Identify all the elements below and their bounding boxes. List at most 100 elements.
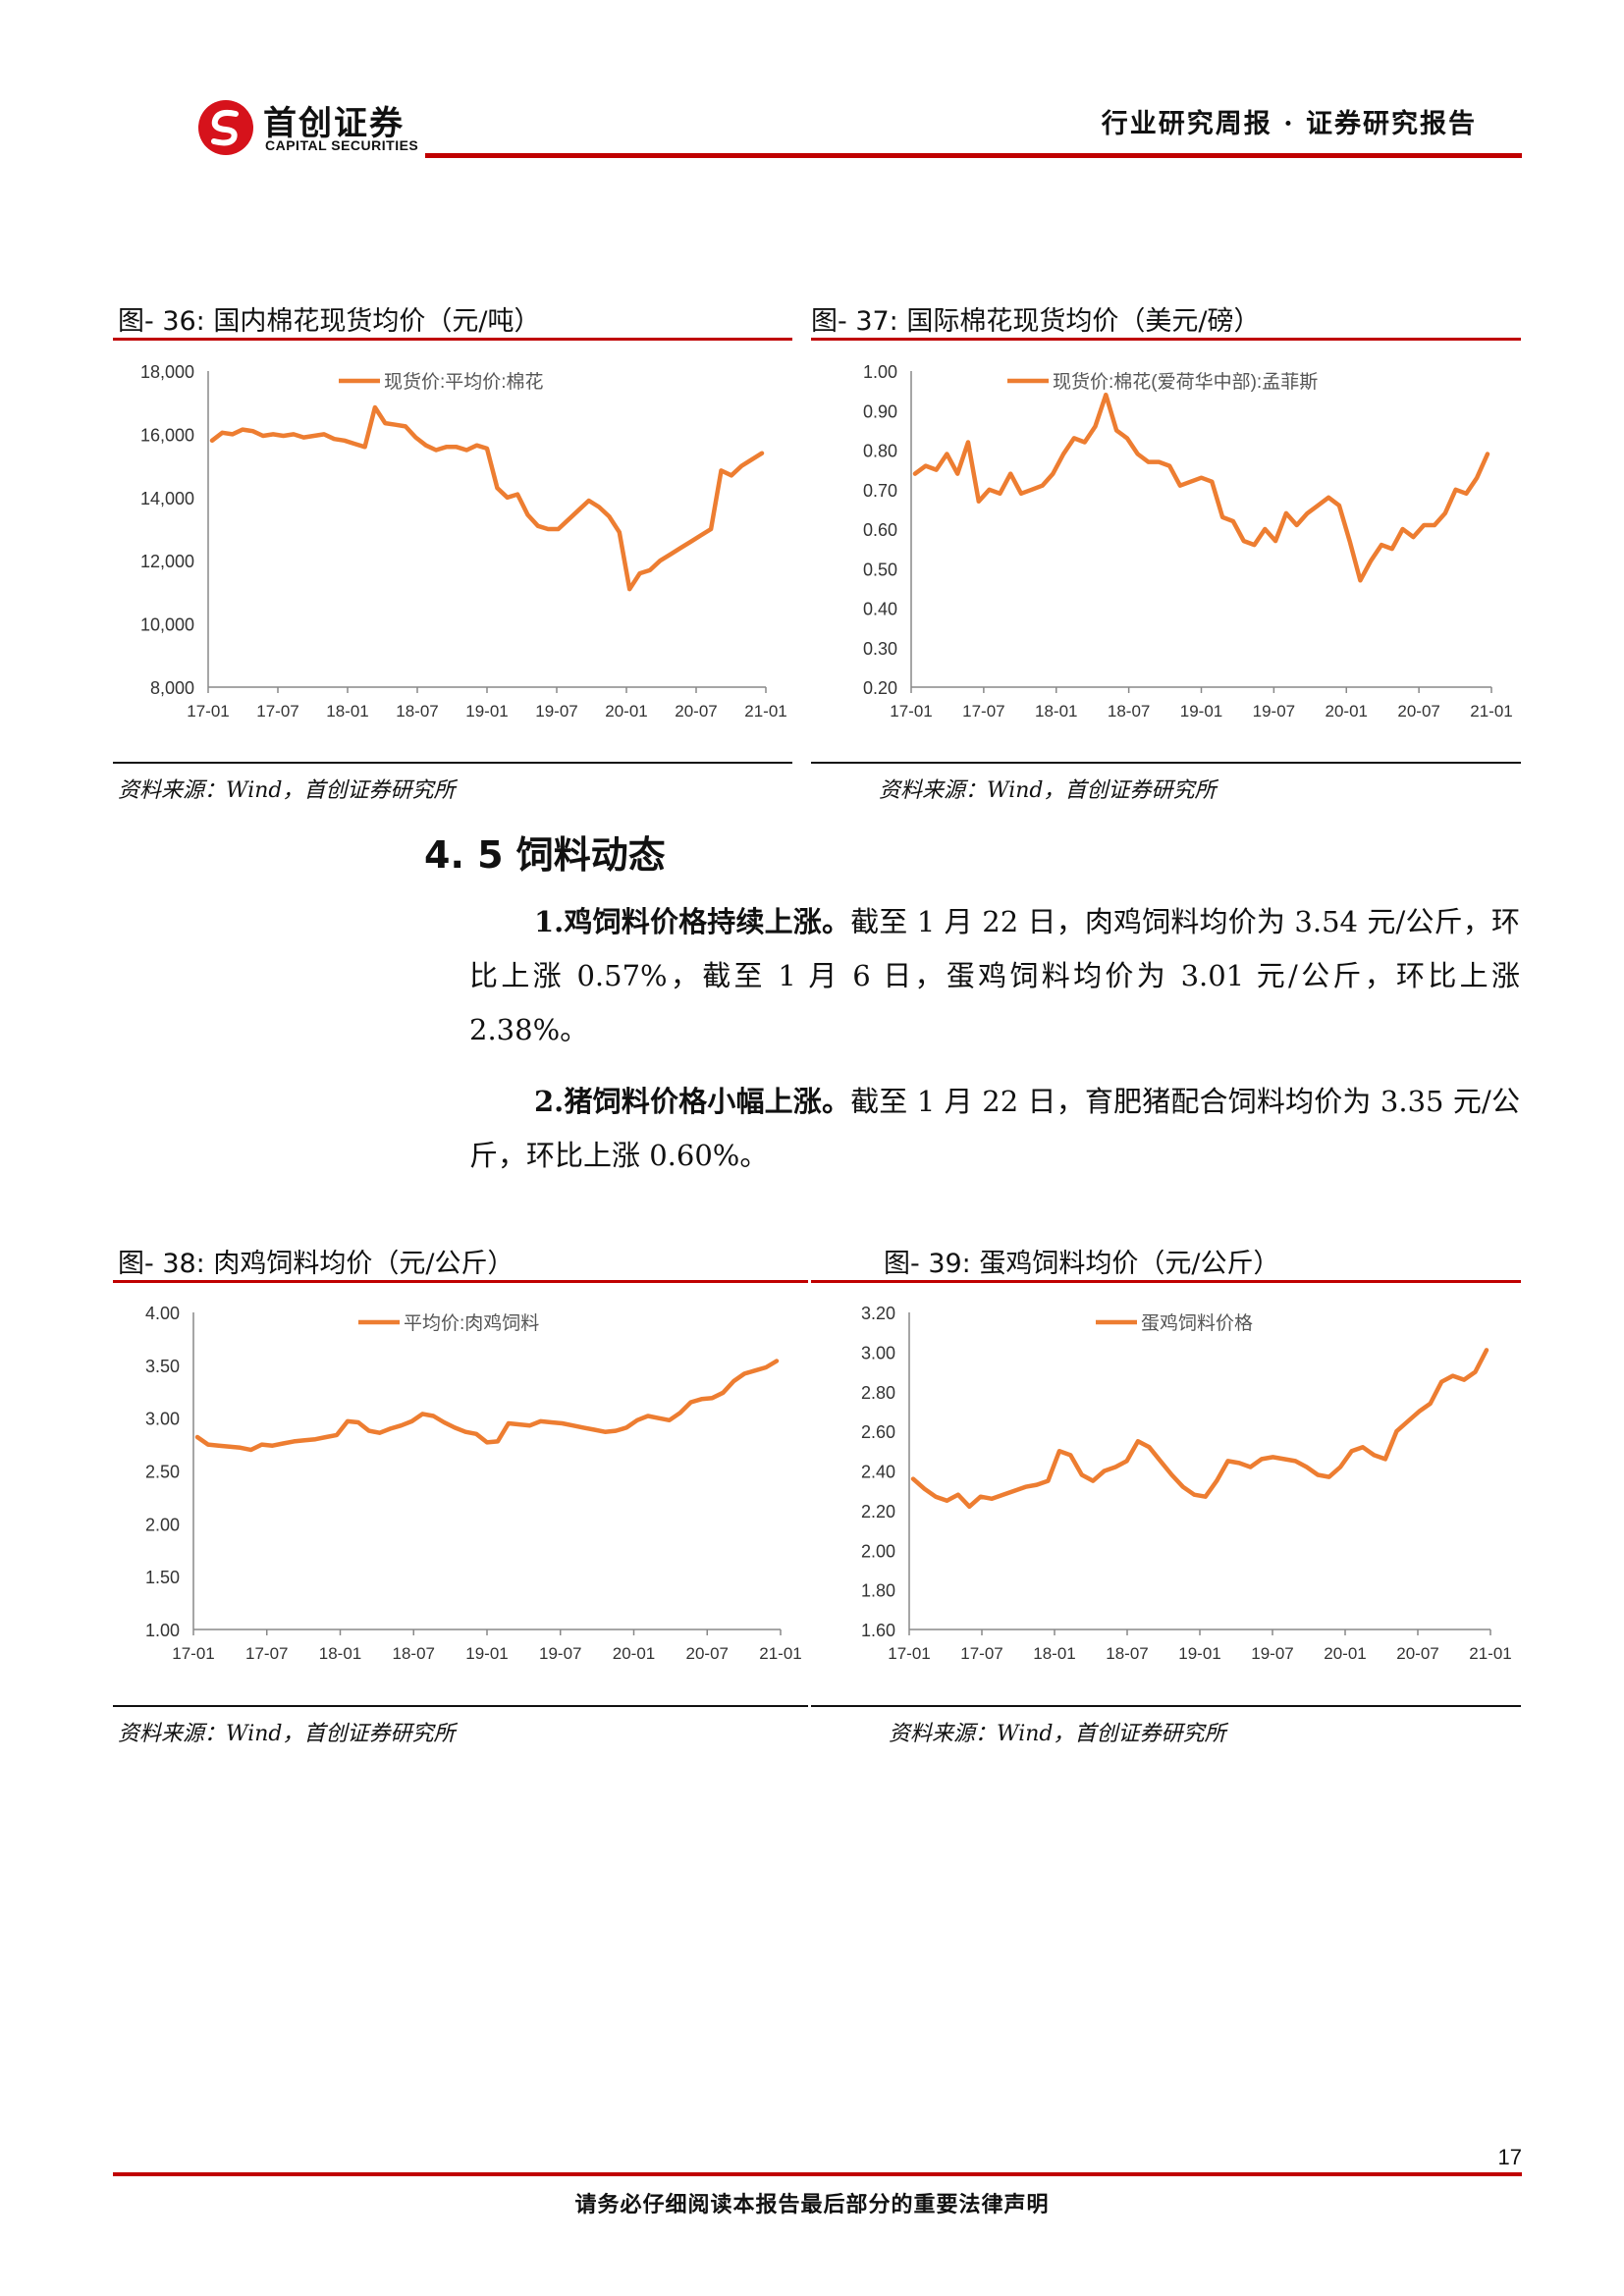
figure-39-bottom-rule — [811, 1705, 1521, 1707]
figure-38-bottom-rule — [113, 1705, 808, 1707]
y-tick-label: 2.80 — [861, 1383, 895, 1403]
x-tick-label: 20-07 — [686, 1644, 729, 1663]
y-tick-label: 0.60 — [863, 520, 897, 540]
y-tick-label: 16,000 — [140, 425, 194, 445]
y-tick-label: 0.40 — [863, 600, 897, 619]
y-tick-label: 2.20 — [861, 1502, 895, 1522]
x-tick-label: 20-07 — [1396, 1644, 1438, 1663]
figure-39-source: 资料来源：Wind，首创证券研究所 — [889, 1722, 1226, 1746]
figure-39-top-rule — [811, 1280, 1521, 1283]
figure-36-caption: 图- 36: 国内棉花现货均价（元/吨） — [118, 306, 541, 337]
paragraph-lead: 1.鸡饲料价格持续上涨。 — [534, 905, 851, 938]
x-tick-label: 18-01 — [326, 702, 368, 721]
x-tick-label: 17-07 — [256, 702, 298, 721]
x-tick-label: 17-01 — [890, 702, 932, 721]
section-title: 4. 5 饲料动态 — [424, 833, 666, 877]
y-tick-label: 3.20 — [861, 1304, 895, 1323]
x-tick-label: 18-07 — [1108, 702, 1150, 721]
figure-37-chart: 0.20 0.30 0.40 0.50 0.60 0.70 0.80 0.90 1.00 17-0… — [863, 362, 1513, 721]
series-line — [912, 392, 1490, 583]
x-tick-label: 20-07 — [1397, 702, 1439, 721]
y-tick-label: 0.50 — [863, 560, 897, 579]
x-tick-label: 19-07 — [539, 1644, 581, 1663]
y-tick-label: 0.30 — [863, 639, 897, 659]
x-tick-label: 21-01 — [1470, 702, 1512, 721]
y-tick-label: 12,000 — [140, 552, 194, 571]
figure-36-chart: 8,000 10,000 12,000 14,000 16,000 18,000 17-01… — [140, 362, 787, 721]
x-tick-label: 19-01 — [465, 1644, 508, 1663]
x-tick-label: 21-01 — [759, 1644, 801, 1663]
y-tick-label: 14,000 — [140, 489, 194, 508]
paragraph-pig-feed: 2.猪饲料价格小幅上涨。截至 1 月 22 日，育肥猪配合饲料均价为 3.35 … — [469, 1075, 1520, 1183]
y-tick-label: 0.70 — [863, 481, 897, 501]
series-line — [209, 404, 765, 592]
x-tick-label: 18-01 — [1035, 702, 1077, 721]
figure-37-caption: 图- 37: 国际棉花现货均价（美元/磅） — [811, 306, 1261, 337]
page-number: 17 — [1497, 2145, 1522, 2169]
y-tick-label: 4.00 — [145, 1304, 180, 1323]
legend-label: 现货价:平均价:棉花 — [384, 371, 544, 393]
y-tick-label: 8,000 — [150, 678, 194, 698]
x-tick-label: 18-07 — [393, 1644, 435, 1663]
series-line — [194, 1359, 780, 1453]
y-tick-label: 1.60 — [861, 1621, 895, 1640]
y-tick-label: 0.80 — [863, 442, 897, 461]
y-tick-label: 0.20 — [863, 678, 897, 698]
x-tick-label: 19-01 — [1178, 1644, 1220, 1663]
x-tick-label: 21-01 — [1469, 1644, 1511, 1663]
y-tick-label: 10,000 — [140, 615, 194, 635]
legal-disclaimer: 请务必仔细阅读本报告最后部分的重要法律声明 — [574, 2192, 1050, 2217]
y-tick-label: 2.40 — [861, 1463, 895, 1482]
figure-39-chart: 1.60 1.80 2.00 2.20 2.40 2.60 2.80 3.00 3.20 17-0… — [861, 1304, 1512, 1663]
x-tick-label: 20-01 — [605, 702, 647, 721]
figure-38-top-rule — [113, 1280, 808, 1283]
x-tick-label: 20-01 — [1324, 1644, 1366, 1663]
y-tick-label: 2.00 — [145, 1515, 180, 1534]
report-type-title: 行业研究周报 · 证券研究报告 — [1101, 109, 1477, 139]
paragraph-text: 截至 1 月 22 日，育肥猪配合饲料均价为 3.35 元/公斤，环比上涨 0.… — [469, 1085, 1520, 1172]
y-tick-label: 3.00 — [861, 1343, 895, 1362]
figure-37-source: 资料来源：Wind，首创证券研究所 — [879, 778, 1217, 803]
series-line — [910, 1348, 1489, 1510]
figure-38-chart: 1.00 1.50 2.00 2.50 3.00 3.50 4.00 17-01 17-07 18… — [145, 1304, 802, 1663]
x-tick-label: 17-01 — [172, 1644, 214, 1663]
x-tick-label: 19-01 — [465, 702, 508, 721]
y-tick-label: 2.00 — [861, 1541, 895, 1561]
x-tick-label: 18-01 — [1033, 1644, 1075, 1663]
x-tick-label: 17-01 — [187, 702, 229, 721]
x-tick-label: 17-01 — [888, 1644, 930, 1663]
paragraph-lead: 2.猪饲料价格小幅上涨。 — [534, 1085, 851, 1118]
x-tick-label: 20-07 — [675, 702, 717, 721]
figure-36-top-rule — [113, 338, 792, 341]
x-tick-label: 18-01 — [319, 1644, 361, 1663]
y-tick-label: 1.50 — [145, 1568, 180, 1587]
x-tick-label: 19-07 — [1251, 1644, 1293, 1663]
x-tick-label: 18-07 — [1106, 1644, 1148, 1663]
y-tick-label: 3.00 — [145, 1410, 180, 1429]
x-tick-label: 17-07 — [962, 702, 1004, 721]
footer-divider — [113, 2172, 1522, 2176]
y-tick-label: 0.90 — [863, 401, 897, 421]
x-tick-label: 19-07 — [1253, 702, 1295, 721]
x-tick-label: 17-07 — [245, 1644, 288, 1663]
y-tick-label: 2.60 — [861, 1422, 895, 1442]
x-tick-label: 20-01 — [1326, 702, 1368, 721]
x-tick-label: 18-07 — [396, 702, 438, 721]
legend-label: 平均价:肉鸡饲料 — [404, 1312, 539, 1334]
y-tick-label: 18,000 — [140, 362, 194, 382]
logo-text-cn: 首创证券 — [263, 104, 405, 143]
paragraph-chicken-feed: 1.鸡饲料价格持续上涨。截至 1 月 22 日，肉鸡饲料均价为 3.54 元/公… — [469, 895, 1520, 1057]
figure-37-bottom-rule — [811, 762, 1521, 764]
figure-38-caption: 图- 38: 肉鸡饲料均价（元/公斤） — [118, 1249, 514, 1279]
y-tick-label: 1.00 — [145, 1621, 180, 1640]
x-tick-label: 19-07 — [535, 702, 577, 721]
figure-37-top-rule — [811, 338, 1521, 341]
figure-36-bottom-rule — [113, 762, 792, 764]
figure-38-source: 资料来源：Wind，首创证券研究所 — [118, 1722, 456, 1746]
header-divider — [425, 153, 1522, 158]
x-tick-label: 19-01 — [1180, 702, 1222, 721]
figure-39-caption: 图- 39: 蛋鸡饲料均价（元/公斤） — [884, 1249, 1280, 1279]
y-tick-label: 1.80 — [861, 1581, 895, 1601]
figure-36-source: 资料来源：Wind，首创证券研究所 — [118, 778, 456, 803]
x-tick-label: 17-07 — [960, 1644, 1002, 1663]
